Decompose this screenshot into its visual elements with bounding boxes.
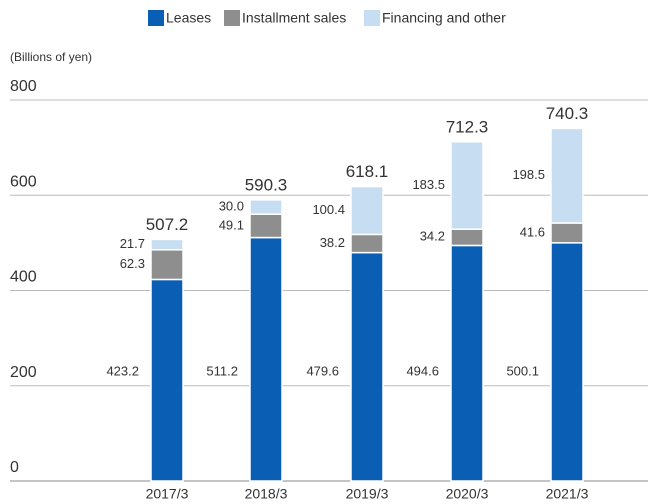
total-label: 507.2 — [146, 215, 189, 234]
bar-segment — [550, 222, 584, 244]
y-tick-label: 600 — [10, 173, 37, 190]
x-tick-label: 2021/3 — [546, 486, 589, 502]
value-label: 49.1 — [219, 217, 244, 232]
bar-segment — [350, 185, 384, 236]
value-label: 198.5 — [512, 167, 545, 182]
bar-segment — [350, 233, 384, 254]
x-tick-label: 2019/3 — [346, 486, 389, 502]
legend-label: Leases — [166, 10, 211, 26]
bar-segment — [150, 249, 184, 281]
y-tick-label: 800 — [10, 78, 37, 95]
value-label: 494.6 — [406, 363, 439, 378]
value-label: 34.2 — [420, 229, 445, 244]
value-label: 423.2 — [106, 363, 139, 378]
bar-segment — [450, 244, 484, 482]
bar-segment — [249, 199, 283, 215]
value-label: 100.4 — [312, 202, 345, 217]
bar-segment — [550, 127, 584, 224]
value-label: 500.1 — [506, 363, 539, 378]
total-label: 740.3 — [546, 104, 589, 123]
bar-segment — [550, 242, 584, 482]
bar-segment — [150, 238, 184, 251]
legend-swatch — [224, 10, 240, 26]
value-label: 511.2 — [206, 363, 238, 378]
bar-segment — [150, 278, 184, 482]
bar-segment — [249, 236, 283, 482]
bar-segment — [450, 228, 484, 247]
total-label: 618.1 — [346, 162, 389, 181]
legend-label: Financing and other — [382, 10, 506, 26]
value-label: 21.7 — [120, 236, 145, 251]
total-label: 590.3 — [245, 175, 288, 194]
value-label: 41.6 — [520, 224, 545, 239]
value-label: 479.6 — [306, 363, 339, 378]
legend-swatch — [364, 10, 380, 26]
x-tick-label: 2017/3 — [146, 486, 189, 502]
bar-segment — [249, 213, 283, 239]
legend-label: Installment sales — [242, 10, 346, 26]
value-label: 38.2 — [320, 235, 345, 250]
total-label: 712.3 — [446, 117, 489, 136]
bar-segment — [450, 141, 484, 230]
bar-segment — [350, 251, 384, 482]
value-label: 30.0 — [219, 198, 244, 213]
x-tick-label: 2018/3 — [245, 486, 288, 502]
y-tick-label: 200 — [10, 364, 37, 381]
x-tick-label: 2020/3 — [446, 486, 489, 502]
y-tick-label: 0 — [10, 459, 19, 476]
y-tick-label: 400 — [10, 269, 37, 286]
value-label: 183.5 — [412, 177, 445, 192]
y-axis-label: (Billions of yen) — [10, 50, 92, 64]
value-label: 62.3 — [120, 256, 145, 271]
legend-swatch — [148, 10, 164, 26]
